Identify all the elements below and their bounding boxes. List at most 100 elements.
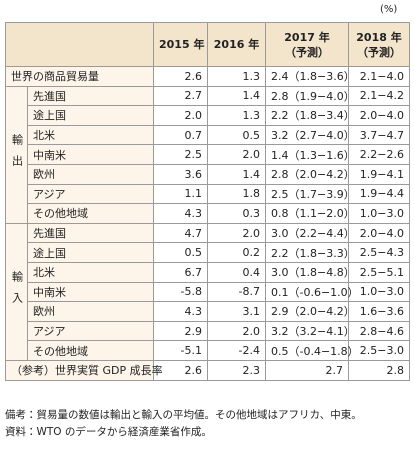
value-cell: 1.4（1.3−1.6） [265,144,355,165]
value-cell: 2.4（1.8−3.6） [265,66,355,87]
table-body: 世界の商品貿易量 2.6 1.3 2.4（1.8−3.6） 2.1−4.0 輸出 先進国 2.… [5,66,410,381]
row-label: アジア [27,320,154,342]
header-row: 2015 年 2016 年 2017 年（予測） 2018 年（予測） [5,22,410,67]
value-cell: 0.8（1.1−2.0） [265,203,355,224]
reference-row: （参考）世界実質 GDP 成長率 2.6 2.3 2.7 2.8 [5,359,410,381]
row-label: 中南米 [27,144,154,165]
column-year: 2017 年 [284,30,330,44]
value-cell: 2.8 [348,359,410,381]
row-label: 世界の商品貿易量 [5,66,154,87]
value-cell: 2.9 [153,320,208,342]
data-row: アジア 2.9 2.0 3.2（3.2−4.1） 2.8−4.6 [6,320,410,342]
row-label: 先進国 [27,85,154,107]
value-cell: 3.6 [153,163,208,185]
row-label: （参考）世界実質 GDP 成長率 [5,359,163,381]
value-cell: 2.7 [265,359,349,381]
value-cell: 0.5 [153,242,208,263]
column-sub: （予測） [357,45,401,59]
row-label: 途上国 [27,242,154,263]
row-label: その他地域 [27,340,154,361]
data-row: 中南米 2.5 2.0 1.4（1.3−1.6） 2.2−2.6 [6,144,410,165]
value-cell: 1.9−4.1 [348,163,410,185]
row-label: 中南米 [27,281,154,303]
group-label: 輸出 [5,85,28,224]
value-cell: 2.2−2.6 [348,144,410,165]
value-cell: 1.1 [153,183,208,205]
data-row: アジア 1.1 1.8 2.5（1.7−3.9） 1.9−4.4 [6,183,410,205]
data-row: 輸出 先進国 2.7 1.4 2.8（1.9−4.0） 2.1−4.2 [5,85,410,224]
value-cell: 2.8−4.6 [348,320,410,342]
value-cell: 2.8（2.0−4.2） [265,163,355,185]
value-cell: 2.5 [153,144,208,165]
column-header: 2018 年（予測） [348,22,410,67]
column-year: 2016 年 [213,38,260,51]
row-label: 欧州 [27,163,154,185]
value-cell: -8.7 [207,281,266,303]
value-cell: 3.0（2.2−4.4） [265,222,355,244]
row-label: その他地域 [27,203,154,224]
value-cell: -5.8 [153,281,208,303]
value-cell: 3.7−4.7 [348,124,410,146]
unit: (%) [380,4,398,15]
value-cell: -5.1 [153,340,208,361]
value-cell: 0.1（-0.6−1.0） [265,281,359,303]
value-cell: 2.1−4.0 [348,66,410,87]
header-corner [5,22,154,67]
value-cell: 2.2（1.8−3.4） [265,105,355,126]
data-row: その他地域 4.3 0.3 0.8（1.1−2.0） 1.0−3.0 [6,203,410,224]
value-cell: 2.7 [153,85,208,107]
column-sub: （予測） [285,45,329,59]
data-row: 輸入 先進国 4.7 2.0 3.0（2.2−4.4） 2.0−4.0 [5,222,410,361]
column-year: 2018 年 [356,30,402,44]
world-row: 世界の商品貿易量 2.6 1.3 2.4（1.8−3.6） 2.1−4.0 [5,66,410,87]
value-cell: 2.6 [153,359,208,381]
note: 資料：WTO のデータから経済産業省作成。 [5,426,212,438]
value-cell: 0.3 [207,203,266,224]
data-row: 欧州 4.3 3.1 2.9（2.0−4.2） 1.6−3.6 [6,301,410,322]
value-cell: 2.0−4.0 [348,105,410,126]
value-cell: 0.2 [207,242,266,263]
value-cell: 3.2（3.2−4.1） [265,320,355,342]
value-cell: 1.4 [207,85,266,107]
column-header: 2015 年 [153,22,208,67]
column-year: 2015 年 [159,38,205,51]
value-cell: 3.1 [207,301,266,322]
data-row: 途上国 2.0 1.3 2.2（1.8−3.4） 2.0−4.0 [6,105,410,126]
value-cell: 2.8（1.9−4.0） [265,85,355,107]
row-label: 北米 [27,124,154,146]
note: 備考：貿易量の数値は輸出と輸入の平均値。その他地域はアフリカ、中東。 [5,409,362,421]
value-cell: 3.2（2.7−4.0） [265,124,355,146]
value-cell: 3.0（1.8−4.8） [265,261,355,283]
data-row: 中南米 -5.8 -8.7 0.1（-0.6−1.0） 1.0−3.0 [6,281,410,303]
group-label: 輸入 [5,222,28,361]
value-cell: 0.5（-0.4−1.8） [265,340,359,361]
value-cell: 1.9−4.4 [348,183,410,205]
value-cell: 2.0 [207,320,266,342]
value-cell: 4.7 [153,222,208,244]
data-row: 北米 0.7 0.5 3.2（2.7−4.0） 3.7−4.7 [6,124,410,146]
value-cell: 1.6−3.6 [348,301,410,322]
value-cell: 2.5−5.1 [348,261,410,283]
value-cell: 2.0 [207,144,266,165]
value-cell: 2.1−4.2 [348,85,410,107]
value-cell: 2.5−4.3 [348,242,410,263]
data-row: 北米 6.7 0.4 3.0（1.8−4.8） 2.5−5.1 [6,261,410,283]
value-cell: 2.6 [153,66,208,87]
row-label: 先進国 [27,222,154,244]
value-cell: 0.5 [207,124,266,146]
value-cell: 2.0 [207,222,266,244]
value-cell: 2.0−4.0 [348,222,410,244]
column-header: 2016 年 [207,22,266,67]
column-header: 2017 年（予測） [265,22,349,67]
value-cell: 0.4 [207,261,266,283]
value-cell: -2.4 [207,340,266,361]
trade-table: 2015 年 2016 年 2017 年（予測） 2018 年（予測） 世界の商品貿易… [5,22,410,381]
value-cell: 2.0 [153,105,208,126]
value-cell: 2.2（1.8−3.3） [265,242,355,263]
value-cell: 4.3 [153,203,208,224]
value-cell: 0.7 [153,124,208,146]
row-label: アジア [27,183,154,205]
value-cell: 2.3 [207,359,266,381]
data-row: 途上国 0.5 0.2 2.2（1.8−3.3） 2.5−4.3 [6,242,410,263]
